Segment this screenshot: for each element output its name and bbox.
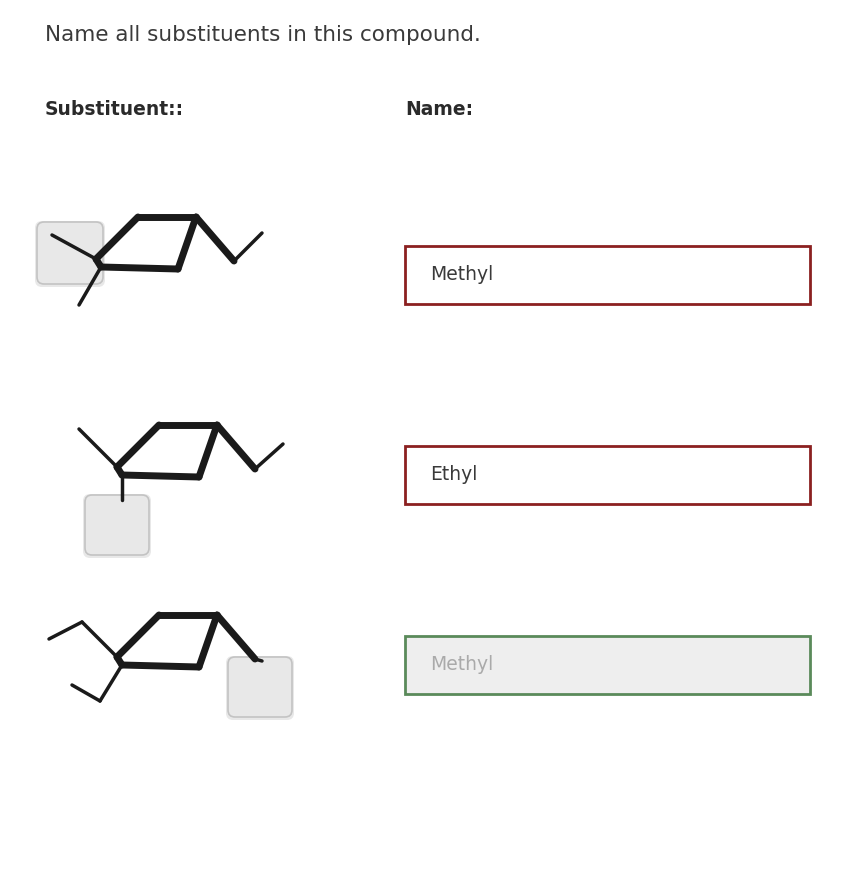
FancyBboxPatch shape [228,657,292,717]
Text: Name:: Name: [405,100,473,119]
FancyBboxPatch shape [405,446,810,504]
FancyBboxPatch shape [405,246,810,304]
FancyBboxPatch shape [37,222,103,284]
FancyBboxPatch shape [226,656,294,720]
Text: Substituent::: Substituent:: [45,100,184,119]
Text: Name all substituents in this compound.: Name all substituents in this compound. [45,25,481,45]
FancyBboxPatch shape [83,494,151,558]
FancyBboxPatch shape [85,495,149,555]
Text: Ethyl: Ethyl [430,466,477,485]
Text: Methyl: Methyl [430,655,493,675]
FancyBboxPatch shape [405,636,810,694]
FancyBboxPatch shape [35,221,105,287]
Text: Methyl: Methyl [430,265,493,284]
